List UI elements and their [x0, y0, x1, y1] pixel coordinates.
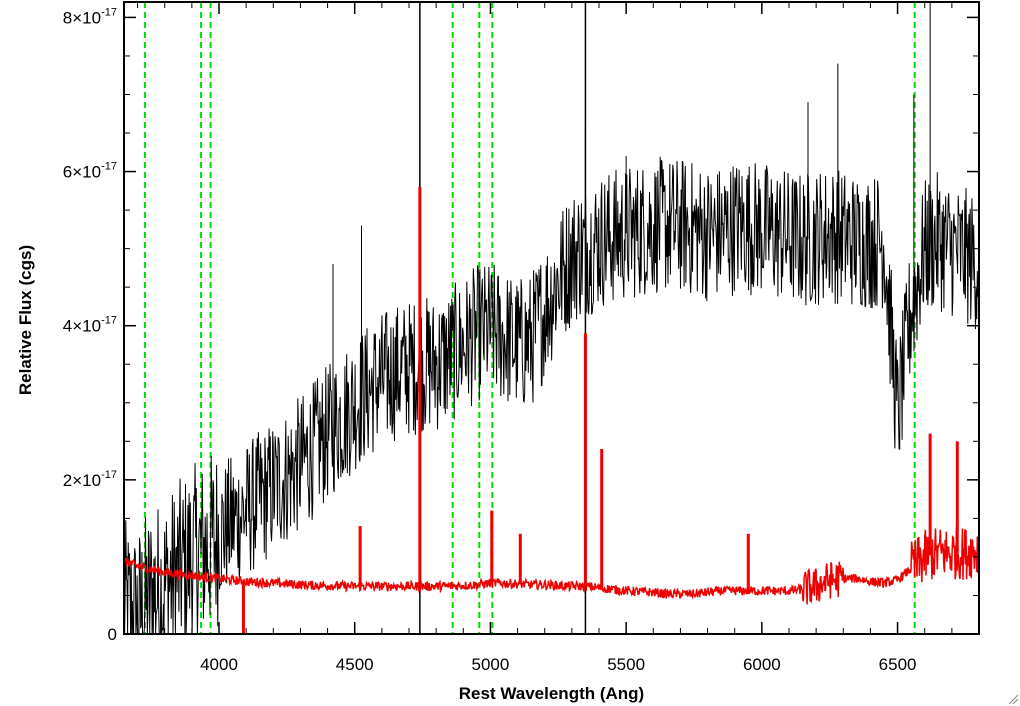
- y-tick-label: 2×10-17: [63, 469, 117, 490]
- series-line-1: [123, 527, 980, 605]
- x-tick-label: 6000: [743, 655, 781, 674]
- y-axis-title: Relative Flux (cgs): [16, 245, 35, 395]
- y-tick-label: 4×10-17: [63, 315, 117, 336]
- x-tick-label: 4000: [200, 655, 238, 674]
- y-tick-label: 6×10-17: [63, 161, 117, 182]
- x-tick-label: 4500: [336, 655, 374, 674]
- emission-spikes-group: [241, 2, 959, 634]
- series-group: [123, 156, 980, 635]
- x-tick-label: 5000: [472, 655, 510, 674]
- resize-grip-icon[interactable]: [1008, 694, 1019, 705]
- x-tick-label: 5500: [607, 655, 645, 674]
- y-axis-ticks: 0 2×10-17 4×10-17 6×10-17 8×10-17: [63, 6, 979, 644]
- y-tick-label: 0: [108, 625, 117, 644]
- y-tick-label: 8×10-17: [63, 6, 117, 27]
- x-tick-label: 6500: [879, 655, 917, 674]
- x-axis-title: Rest Wavelength (Ang): [459, 684, 644, 703]
- series-line-0: [123, 156, 979, 635]
- x-axis-ticks: 4000 4500 5000 5500 6000 6500: [137, 2, 980, 674]
- plot-frame: [123, 1, 980, 635]
